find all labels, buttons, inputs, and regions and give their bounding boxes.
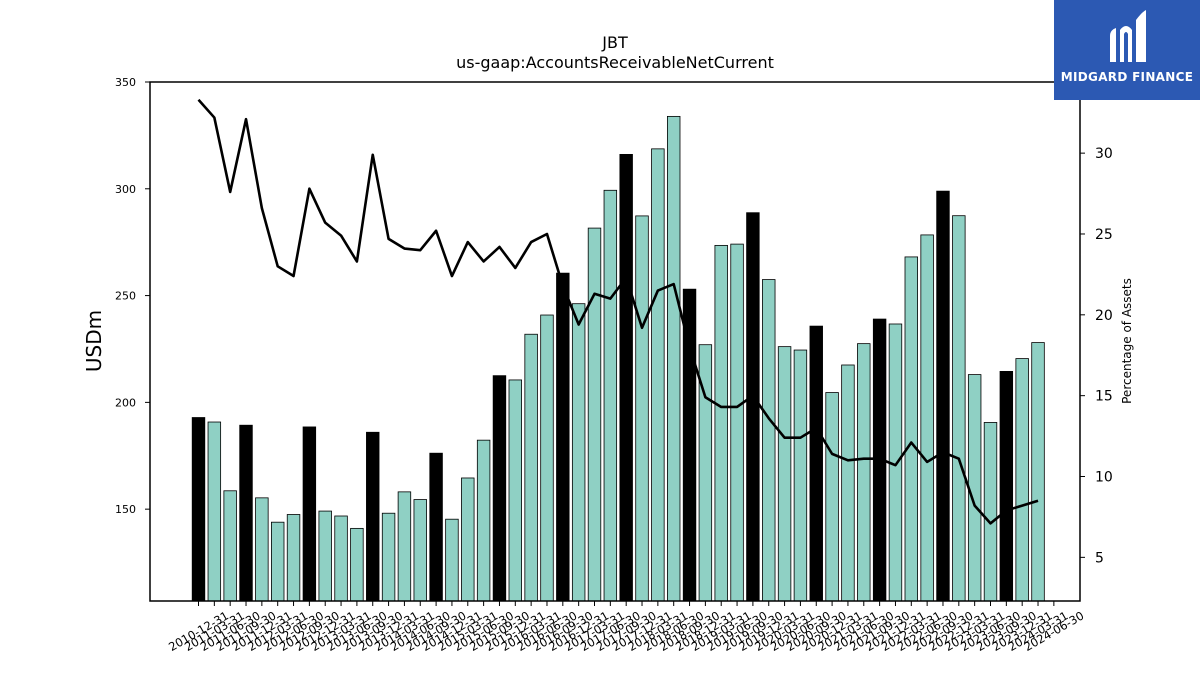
bar (239, 424, 253, 602)
bar (270, 521, 285, 602)
bar (603, 189, 618, 602)
bar (967, 374, 982, 602)
bar (730, 243, 744, 602)
line-series (197, 98, 1039, 525)
bar (777, 346, 792, 602)
bar (429, 452, 443, 602)
y-axis-label: USDm (82, 310, 106, 372)
bar (793, 349, 808, 602)
bar (524, 333, 538, 602)
y-tick-label: 200 (115, 396, 136, 409)
bar (825, 392, 839, 602)
bar (397, 491, 412, 602)
bar (952, 215, 966, 602)
y2-tick-label: 15 (1095, 389, 1113, 405)
bar (809, 325, 823, 602)
y-tick-label: 300 (115, 183, 136, 196)
bar (667, 115, 681, 602)
bar (381, 512, 396, 602)
bar (651, 148, 665, 602)
bar (191, 417, 206, 602)
y-tick-label: 350 (115, 76, 136, 89)
bar (476, 439, 491, 602)
midgard-m-logo-icon (1110, 10, 1146, 62)
bar (207, 421, 222, 602)
bar (302, 426, 317, 602)
brand-name: MIDGARD FINANCE (1060, 70, 1194, 84)
chart-title: JBT (601, 33, 628, 52)
bar (714, 244, 728, 602)
bar (1015, 358, 1029, 602)
bar (318, 510, 332, 602)
bar (508, 379, 523, 602)
bar (936, 190, 950, 602)
y2-tick-label: 10 (1095, 470, 1113, 486)
bar (746, 212, 760, 602)
bar (841, 364, 855, 602)
bar (682, 288, 697, 602)
bar (571, 303, 586, 602)
bar (350, 527, 364, 602)
y-tick-label: 150 (115, 503, 136, 516)
y-tick-label: 250 (115, 290, 136, 303)
bar (1031, 342, 1045, 602)
bar (587, 227, 602, 602)
bar (492, 375, 507, 602)
bar (413, 499, 427, 602)
bar-series (191, 115, 1045, 602)
y2-tick-label: 5 (1095, 550, 1104, 566)
bar (223, 490, 237, 602)
bar (920, 234, 934, 602)
bar (366, 431, 380, 602)
axes: 150200250300350510152025302010-12-312011… (115, 76, 1113, 654)
bar (762, 279, 776, 602)
bar (445, 518, 459, 602)
bar (286, 514, 301, 602)
plot-frame (149, 81, 1081, 602)
y2-tick-label: 25 (1095, 227, 1113, 243)
bar (334, 515, 348, 602)
bar (540, 314, 554, 602)
bar (857, 343, 871, 602)
y2-axis-label: Percentage of Assets (1120, 278, 1134, 404)
bar (999, 370, 1014, 602)
bar (904, 256, 919, 602)
bar (619, 153, 633, 602)
bar (255, 497, 269, 602)
y2-tick-label: 30 (1095, 146, 1113, 162)
y2-tick-label: 20 (1095, 308, 1113, 324)
bar (461, 477, 475, 602)
brand-logo: MIDGARD FINANCE (1054, 0, 1200, 100)
chart-subtitle: us-gaap:AccountsReceivableNetCurrent (456, 53, 774, 72)
percentage-line (197, 98, 1039, 525)
bar (983, 422, 998, 602)
bar (635, 215, 649, 602)
bar (556, 272, 570, 602)
